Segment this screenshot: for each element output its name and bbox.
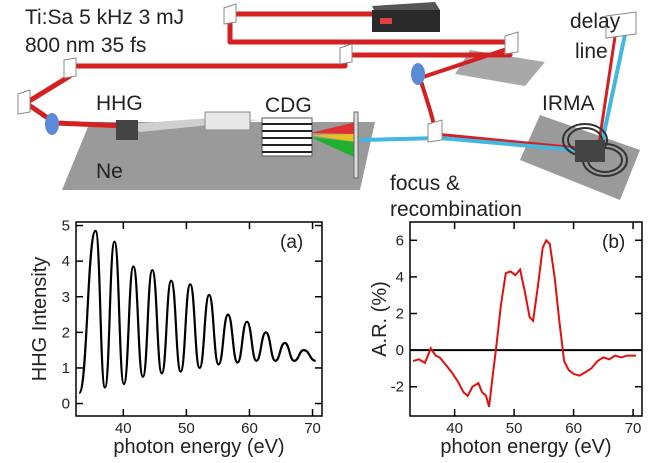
chart-a-xlabel: photon energy (eV) [113, 436, 284, 458]
chart-b-series-line [412, 238, 637, 408]
chart-a-series-line [78, 229, 316, 394]
lens-icon [45, 113, 59, 135]
chart-b-ytick-label: 2 [396, 306, 404, 323]
ne-label: Ne [96, 160, 123, 183]
focus-label-line1: focus & [390, 172, 460, 195]
chart-a-panel-label: (a) [280, 232, 303, 253]
spectrum-red [310, 122, 356, 134]
chart-b-xtick-label: 60 [565, 420, 582, 437]
chart-a-ytick-label: 3 [62, 289, 70, 306]
chart-a-ytick-label: 1 [62, 360, 70, 377]
focus-label-line2: recombination [390, 198, 522, 221]
grating-icon [261, 117, 313, 157]
spectrum-yellow [310, 134, 356, 142]
chart-b-xtick-label: 40 [446, 420, 463, 437]
slit-icon [353, 111, 359, 179]
ir-beam-delay [418, 46, 511, 129]
chart-b-xlabel: photon energy (eV) [440, 436, 611, 458]
chart-b-xtick-label: 50 [506, 420, 523, 437]
chart-a-xtick-label: 70 [304, 420, 321, 437]
laser-box-icon [372, 2, 440, 32]
laser-label-line1: Ti:Sa 5 kHz 3 mJ [25, 6, 184, 29]
chart-b: 40 50 60 70 -2 0 2 4 6 (b) photon energy (eV) A.… [369, 221, 643, 458]
chart-b-ylabel: A.R. (%) [369, 281, 391, 357]
xuv-beam [359, 29, 628, 155]
chart-a-ytick-label: 5 [62, 218, 70, 235]
chart-a-ytick-label: 2 [62, 324, 70, 341]
chart-a: 40 50 60 70 0 1 2 3 4 5 (a) photon energy (eV) HH… [29, 218, 323, 458]
detector-icon [562, 123, 628, 177]
delay-label-line2: line [575, 40, 608, 63]
chart-a-ytick-label: 4 [62, 253, 70, 270]
lens-icon-2 [411, 63, 425, 85]
chart-b-ytick-label: 4 [396, 269, 404, 286]
chart-b-ytick-label: 6 [396, 232, 404, 249]
chart-a-xtick-label: 50 [178, 420, 195, 437]
chart-b-xtick-label: 70 [625, 420, 642, 437]
chart-a-xtick-label: 60 [241, 420, 258, 437]
irma-label: IRMA [542, 92, 595, 115]
filter-icon [204, 111, 251, 131]
chart-b-ytick-label: 0 [396, 342, 404, 359]
laser-label-line2: 800 nm 35 fs [25, 34, 146, 57]
mirror-icon [17, 3, 637, 143]
chart-b-frame [409, 221, 643, 417]
spectrum-green [310, 137, 356, 158]
hhg-label: HHG [96, 92, 143, 115]
chart-a-frame [75, 221, 323, 417]
chart-b-panel-label: (b) [602, 232, 625, 253]
cdg-label: CDG [265, 94, 312, 117]
chart-b-ytick-label: -2 [391, 379, 404, 396]
setup-schematic: Ti:Sa 5 kHz 3 mJ 800 nm 35 fs delay line… [17, 2, 640, 221]
chart-a-ytick-label: 0 [62, 396, 70, 413]
chart-a-xtick-label: 40 [115, 420, 132, 437]
chart-a-ylabel: HHG Intensity [29, 257, 51, 381]
gas-cell-icon [116, 120, 138, 140]
delay-label-line1: delay [570, 10, 621, 33]
